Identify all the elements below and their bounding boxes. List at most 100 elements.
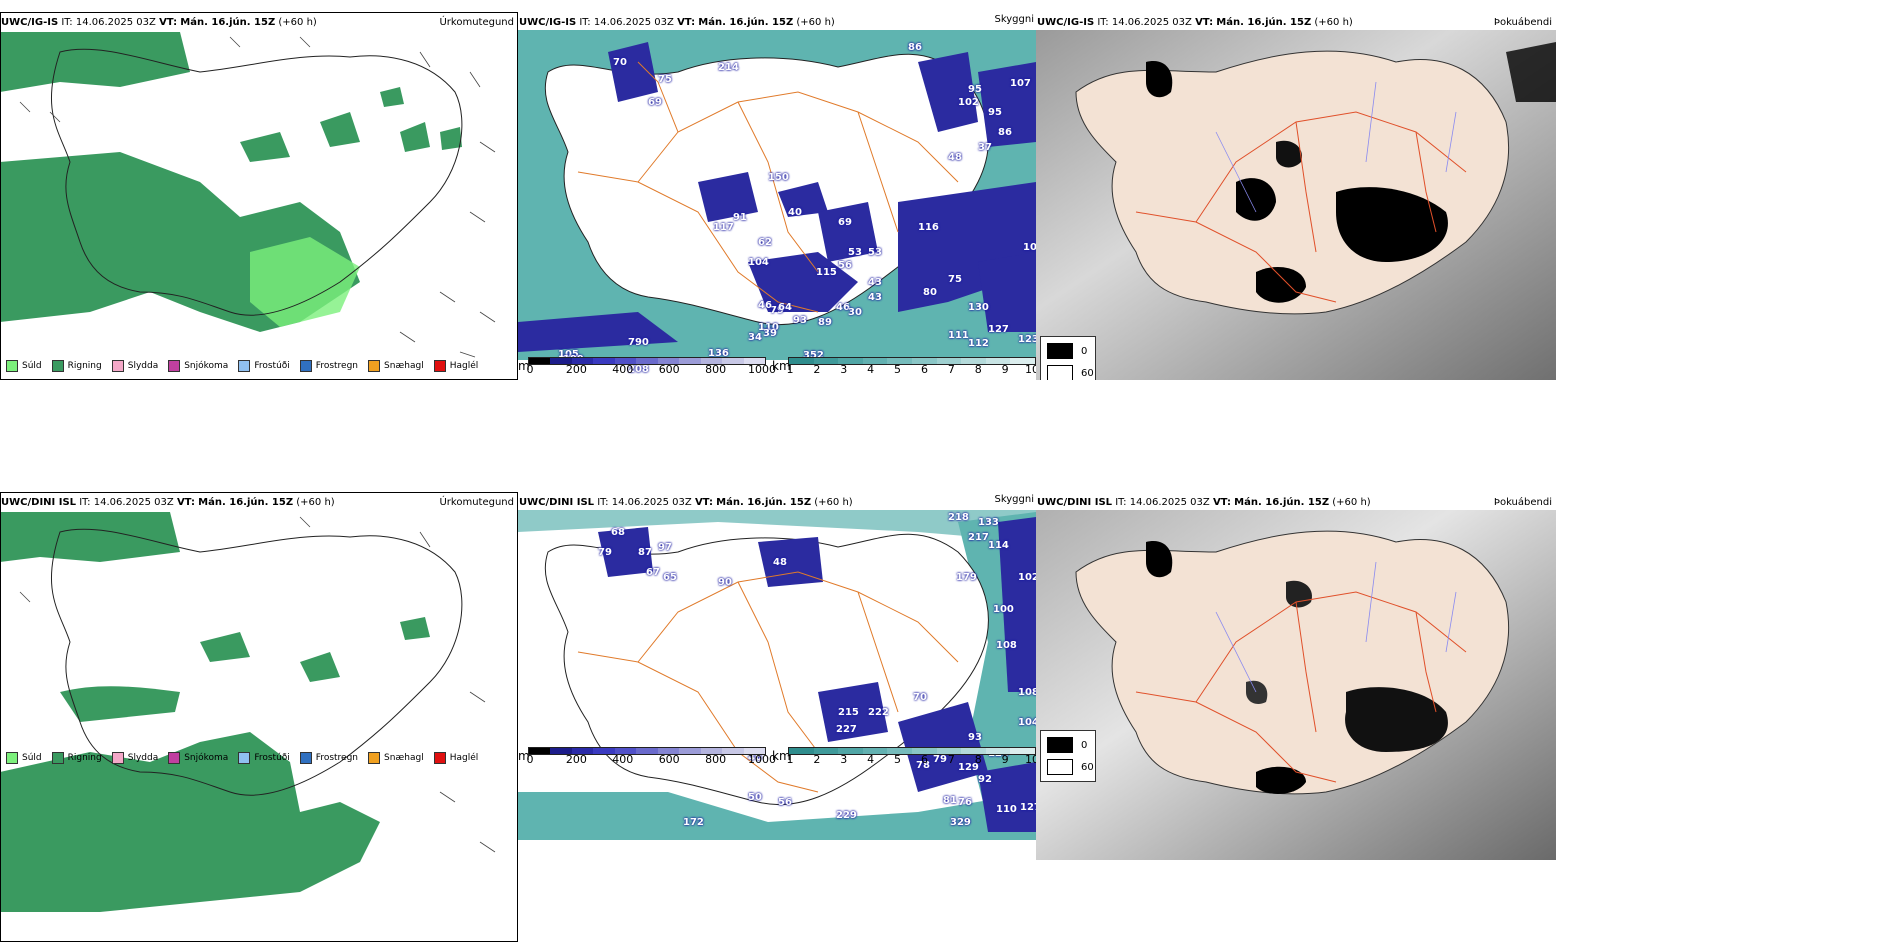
cloud-base-label: 114 [988,540,1009,551]
legend-swatch [433,752,446,764]
colorbar-step [1010,358,1035,364]
legend-swatch [299,360,312,372]
fog-legend-swatch [1047,343,1073,359]
colorbar-step [679,748,701,754]
colorbar-tick-label: 600 [658,363,680,376]
legend-item: Súld [6,752,42,764]
colorbar-tick-label: 0 [526,363,534,376]
legend-swatch [6,360,18,372]
colorbar-tick-label: 5 [894,363,902,376]
precipitation-map [0,12,518,380]
cloud-base-label: 64 [778,302,792,313]
panel-header: UWC/IG-IS IT: 14.06.2025 03Z VT: Mán. 16… [1037,17,1353,28]
cloud-base-label: 227 [836,724,857,735]
colorbar-step [961,748,986,754]
cloud-base-label: 46 [758,300,772,311]
legend-item: Slydda [111,360,158,372]
colorbar-step [743,358,765,364]
colorbar-tick-label: 1000 [748,363,776,376]
cloud-base-label: 127 [1020,802,1036,813]
colorbar-unit: km [772,749,791,763]
colorbar-step [985,358,1011,364]
colorbar-step [571,748,594,754]
legend-swatch [111,360,124,372]
cloud-base-label: 75 [658,74,672,85]
colorbar-step [593,748,615,754]
cloud-base-label: 102 [1018,572,1036,583]
cloud-base-label: 214 [718,62,739,73]
colorbar-step [813,358,839,364]
legend-swatch [111,752,124,764]
cloud-base-label: 43 [868,277,882,288]
colorbar-step [789,358,814,364]
colorbar-step [529,748,551,754]
cloud-base-label: 87 [638,547,652,558]
legend-item: Frostregn [299,752,358,764]
fog-legend-item: 60 [1047,759,1095,775]
colorbar-step [614,748,637,754]
cloud-base-label: 108 [996,640,1017,651]
cloud-base-label: 50 [748,792,762,803]
cloud-base-label: 39 [763,328,777,339]
legend-item: Snjókoma [168,360,228,372]
colorbar-tick-label: 800 [705,363,727,376]
colorbar-tick-label: 7 [947,753,955,766]
cloud-base-label: 123 [1018,334,1036,345]
legend-swatch [368,360,381,372]
panel-header: UWC/DINI ISL IT: 14.06.2025 03Z VT: Mán.… [519,497,853,508]
terrain-colorbar: m 0 200 400 600 800 1000 [518,357,776,376]
colorbar-tick-label: 2 [813,363,821,376]
legend-swatch [51,752,64,764]
colorbar-tick-label: 800 [705,753,727,766]
colorbar-step [911,358,937,364]
colorbar-step [593,358,615,364]
cloud-base-label: 109 [1023,242,1036,253]
precip-panel-row1: UWC/IG-IS IT: 14.06.2025 03Z VT: Mán. 16… [0,12,518,380]
cloud-base-label: 34 [748,332,762,343]
cloud-base-label: 69 [838,217,852,228]
cloud-base-label: 46 [748,752,762,763]
fog-panel-row2: UWC/DINI ISL IT: 14.06.2025 03Z VT: Mán.… [1036,492,1556,942]
colorbar-tick-label: 4 [867,363,875,376]
cloud-base-label: 93 [793,315,807,326]
cloud-base-label: 215 [838,707,859,718]
colorbar-step [813,748,839,754]
cloud-base-label: 48 [948,152,962,163]
colorbar-tick-label: 600 [658,753,680,766]
colorbar-step [657,748,680,754]
cloud-base-label: 92 [978,774,992,785]
cloud-base-label: 62 [758,237,772,248]
cloud-base-label: 68 [611,527,625,538]
colorbar-step [700,748,723,754]
colorbar-step [838,358,863,364]
precip-type-legend: Súld Rigning Slydda Snjókoma Frostúði Fr… [6,752,478,764]
cloud-base-label: 37 [978,142,992,153]
cloud-base-label: 130 [968,302,989,313]
cloud-base-label: 56 [778,797,792,808]
colorbar-unit: km [772,359,791,373]
colorbar-step [743,748,765,754]
panel-title: Úrkomutegund [439,17,514,28]
legend-item: Snjókoma [168,752,228,764]
cloud-base-label: 218 [948,512,969,523]
legend-swatch [299,752,312,764]
cloud-base-label: 76 [958,797,972,808]
colorbar-tick-label: 9 [1001,363,1009,376]
cloud-base-label: 91 [733,212,747,223]
colorbar-step [936,358,962,364]
panel-header: UWC/IG-IS IT: 14.06.2025 03Z VT: Mán. 16… [1,17,317,28]
legend-item: Rigning [51,360,102,372]
fog-legend-item: 0 [1047,737,1095,753]
colorbar-step [985,748,1011,754]
fog-legend-item: 60 [1047,365,1095,380]
cloud-base-label: 105 [558,349,579,360]
colorbar-tick-label: 6 [920,363,928,376]
fog-legend-swatch [1047,737,1073,753]
colorbar-unit: m [518,359,530,373]
panel-title: Skyggni [994,14,1034,25]
cloud-base-label: 229 [836,810,857,821]
cloud-base-label: 329 [950,817,971,828]
cloud-base-label: 116 [918,222,939,233]
colorbar-step [636,748,658,754]
fog-legend: 0 60 [1040,336,1096,380]
